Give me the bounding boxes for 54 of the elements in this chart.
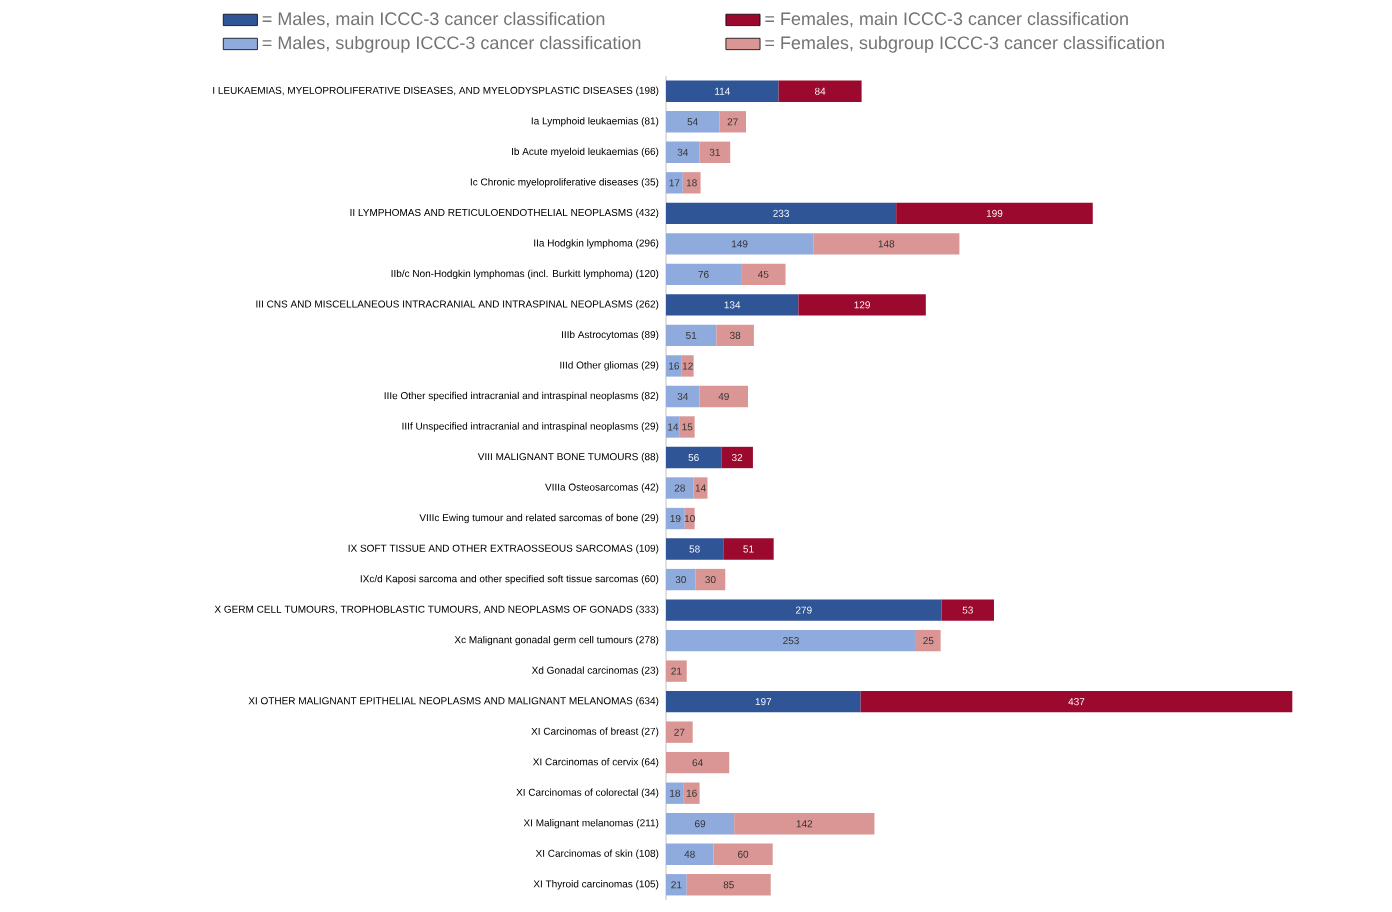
bar bbox=[666, 721, 693, 743]
bar bbox=[719, 111, 747, 133]
bar bbox=[666, 874, 687, 896]
bar bbox=[699, 141, 731, 163]
legend-label: = Females, main ICCC-3 cancer classification bbox=[765, 11, 1128, 28]
bar bbox=[666, 141, 700, 163]
bar bbox=[716, 324, 754, 347]
bar bbox=[686, 874, 771, 896]
bar bbox=[666, 752, 730, 774]
bar bbox=[734, 813, 875, 835]
bar bbox=[666, 629, 916, 652]
bar bbox=[666, 568, 696, 591]
bar bbox=[666, 355, 682, 377]
bar bbox=[682, 172, 701, 194]
bar bbox=[723, 538, 774, 560]
bar bbox=[666, 477, 694, 499]
bar bbox=[666, 446, 722, 469]
bar bbox=[896, 202, 1093, 225]
bar bbox=[666, 80, 779, 102]
bar bbox=[721, 446, 753, 469]
bar bbox=[798, 294, 926, 316]
bar bbox=[713, 843, 773, 865]
bar bbox=[813, 233, 960, 255]
bar bbox=[666, 660, 687, 682]
bar bbox=[681, 355, 694, 377]
legend-label: = Males, subgroup ICCC-3 cancer classification bbox=[262, 35, 641, 53]
bar bbox=[666, 599, 942, 621]
bar bbox=[666, 202, 897, 225]
bar bbox=[666, 385, 700, 408]
bar bbox=[695, 568, 726, 591]
bar bbox=[860, 690, 1293, 713]
bar bbox=[941, 599, 994, 621]
bar bbox=[741, 263, 786, 286]
bar bbox=[666, 507, 685, 530]
bar bbox=[679, 416, 695, 438]
bar bbox=[666, 263, 742, 286]
bar bbox=[666, 111, 720, 133]
bar bbox=[666, 416, 680, 438]
bar bbox=[683, 782, 700, 804]
legend-label: = Males, main ICCC-3 cancer classification bbox=[262, 11, 605, 28]
bar bbox=[666, 538, 724, 560]
legend-label: = Females, subgroup ICCC-3 cancer classification bbox=[765, 35, 1164, 53]
bar bbox=[915, 629, 941, 652]
bar bbox=[666, 233, 814, 255]
bar bbox=[778, 80, 862, 102]
bar bbox=[666, 813, 735, 835]
bar bbox=[666, 782, 684, 804]
bar bbox=[666, 324, 717, 347]
bar bbox=[666, 690, 861, 713]
bar bbox=[666, 843, 714, 865]
bar bbox=[699, 385, 748, 408]
bar bbox=[693, 477, 708, 499]
bar bbox=[666, 294, 799, 316]
bar bbox=[666, 172, 683, 194]
